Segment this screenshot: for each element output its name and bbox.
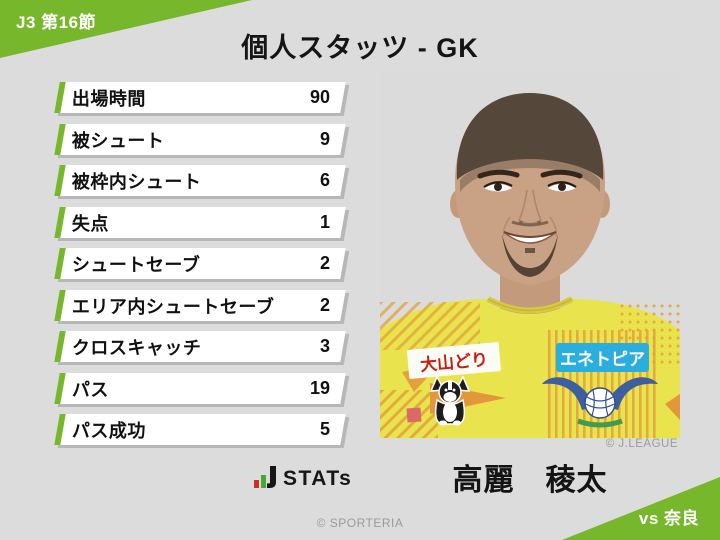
stats-list: 出場時間 90 被シュート 9 被枠内シュート 6 失点 1 シュートセーブ 2…	[54, 82, 346, 445]
stat-label: 被枠内シュート	[72, 171, 202, 192]
player-head	[450, 93, 610, 285]
svg-text:エネトピア: エネトピア	[560, 350, 645, 369]
sponsor-patch-enetopia: エネトピア	[556, 343, 649, 372]
stat-row-playing-time: 出場時間 90	[54, 82, 346, 113]
stat-value: 90	[309, 87, 330, 107]
player-photo: 大山どり エネトピア	[380, 72, 680, 438]
stats-logo: STATs	[254, 463, 352, 489]
league-badge: J3 第16節	[16, 13, 97, 32]
stat-row-cross-catches: クロスキャッチ 3	[54, 331, 346, 362]
page-title: 個人スタッツ - GK	[241, 33, 479, 63]
opponent-badge: vs 奈良	[638, 509, 699, 528]
club-crest	[542, 377, 658, 428]
stats-logo-text: STATs	[283, 467, 353, 490]
stat-row-passes: パス 19	[54, 372, 346, 404]
stat-row-goals-conceded: 失点 1	[54, 206, 346, 238]
stat-value: 2	[319, 294, 330, 315]
stat-value: 9	[319, 128, 330, 149]
stat-label: 被シュート	[72, 130, 165, 150]
stat-value: 1	[319, 211, 330, 232]
stat-value: 5	[319, 419, 330, 439]
stat-label: パス	[72, 379, 109, 399]
dog-mascot	[429, 375, 471, 426]
bar-chart-j-icon	[254, 466, 276, 488]
stat-row-shots-on-target-faced: 被枠内シュート 6	[54, 165, 346, 196]
player-name: 高麗 稜太	[452, 464, 608, 497]
sponsor-patch-daisendori: 大山どり	[406, 342, 501, 379]
photo-credit: © J.LEAGUE	[605, 438, 678, 450]
stat-label: クロスキャッチ	[72, 337, 202, 358]
goalkeeper-portrait: 大山どり エネトピア	[380, 72, 680, 438]
stat-value: 2	[319, 253, 330, 273]
stat-value: 19	[309, 377, 330, 398]
stat-row-passes-completed: パス成功 5	[54, 414, 346, 445]
stat-value: 6	[319, 170, 330, 190]
stat-label: エリア内シュートセーブ	[72, 296, 275, 316]
stat-row-shots-faced: 被シュート 9	[54, 123, 346, 155]
stat-label: パス成功	[72, 420, 146, 441]
stat-value: 3	[319, 336, 330, 356]
stat-row-in-area-saves: エリア内シュートセーブ 2	[54, 289, 346, 321]
stat-label: シュートセーブ	[72, 254, 201, 275]
stat-row-shot-saves: シュートセーブ 2	[54, 248, 346, 279]
site-credit: © SPORTERIA	[316, 516, 404, 530]
stat-label: 失点	[72, 213, 109, 233]
stat-label: 出場時間	[72, 88, 146, 109]
